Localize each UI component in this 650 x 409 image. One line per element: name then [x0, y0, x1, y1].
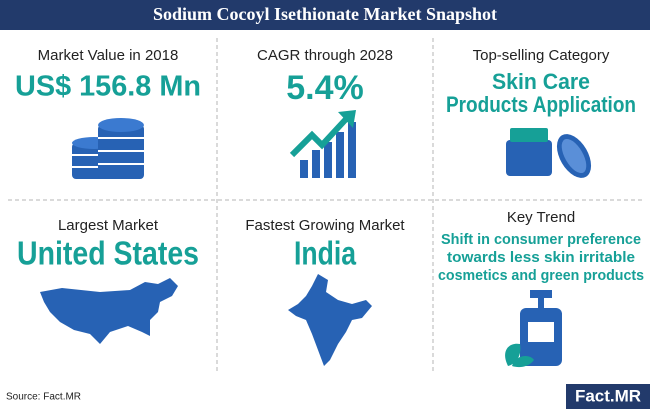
growth-icon — [289, 110, 356, 178]
cell-value: United States — [17, 235, 199, 272]
cell-value: towards less skin irritable — [447, 249, 635, 266]
jar-icon — [506, 128, 592, 178]
cell-value: Skin Care — [492, 69, 590, 94]
logo: Fact.MR — [575, 386, 641, 405]
cell-label: CAGR through 2028 — [257, 47, 393, 64]
cell-value: Shift in consumer preference — [441, 231, 641, 248]
coins-icon — [72, 118, 144, 179]
cell-label: Market Value in 2018 — [38, 47, 179, 64]
cell-value: cosmetics and green products — [438, 267, 644, 284]
title-bar — [0, 0, 650, 30]
cell-value: 5.4% — [286, 69, 364, 107]
cell-value: US$ 156.8 Mn — [15, 71, 201, 103]
logo-box — [566, 384, 650, 409]
cell-value: Products Application — [446, 92, 636, 117]
cell-label: Key Trend — [507, 209, 575, 226]
cell-label: Largest Market — [58, 217, 159, 234]
bottle-icon — [505, 290, 562, 368]
cell-label: Fastest Growing Market — [245, 217, 405, 234]
india-map-icon — [288, 274, 372, 366]
cell-label: Top-selling Category — [473, 47, 610, 64]
cell-value: India — [294, 235, 357, 272]
title: Sodium Cocoyl Isethionate Market Snapsho… — [153, 4, 497, 24]
us-map-icon — [40, 278, 178, 344]
source: Source: Fact.MR — [6, 392, 81, 403]
